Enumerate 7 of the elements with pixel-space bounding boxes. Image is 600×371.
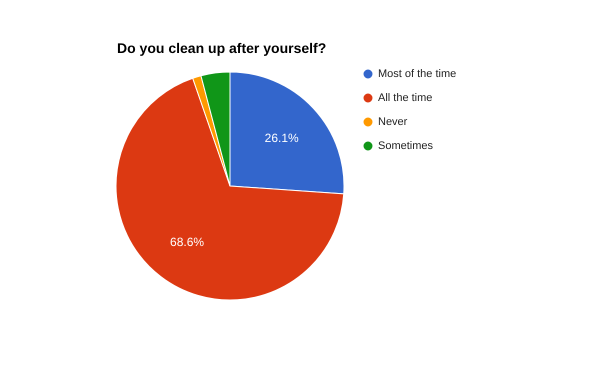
legend-label: Most of the time xyxy=(378,68,456,80)
data-label: 68.6% xyxy=(170,235,204,250)
legend-label: All the time xyxy=(378,92,432,104)
legend-label: Never xyxy=(378,116,408,128)
legend-label: Sometimes xyxy=(378,140,434,152)
chart-title: Do you clean up after yourself? xyxy=(117,40,326,56)
data-label: 26.1% xyxy=(264,130,300,145)
